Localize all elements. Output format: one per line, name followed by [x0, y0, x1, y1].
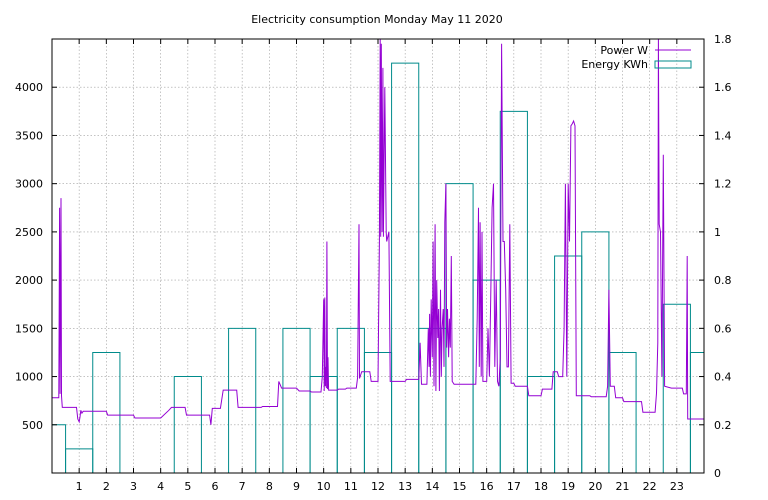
y2-tick-label: 0.6 [714, 322, 732, 335]
y2-tick-label: 1.4 [714, 129, 732, 142]
y2-tick-label: 0 [714, 467, 721, 480]
y-axis-left: 500 1000 1500 2000 2500 3000 3500 4000 [15, 81, 57, 432]
energy-bar [51, 424, 67, 473]
x-tick-label: 14 [425, 480, 439, 493]
x-tick-label: 8 [266, 480, 273, 493]
legend-label-energy: Energy KWh [581, 58, 648, 71]
x-tick-label: 18 [534, 480, 548, 493]
y-tick-label: 1000 [15, 371, 43, 384]
energy-bar [689, 351, 705, 473]
y-tick-label: 3500 [15, 129, 43, 142]
energy-bar [581, 231, 610, 473]
y2-tick-label: 1.6 [714, 81, 732, 94]
x-tick-label: 3 [130, 480, 137, 493]
power-series-line [52, 38, 704, 425]
x-tick-label: 4 [157, 480, 164, 493]
x-tick-label: 23 [670, 480, 684, 493]
x-tick-label: 16 [480, 480, 494, 493]
legend-swatch-energy [654, 60, 692, 69]
y-tick-label: 2000 [15, 274, 43, 287]
y2-tick-label: 1.8 [714, 33, 732, 46]
y2-tick-label: 1.2 [714, 178, 732, 191]
x-tick-label: 13 [398, 480, 412, 493]
y2-tick-label: 0.8 [714, 274, 732, 287]
x-tick-label: 9 [293, 480, 300, 493]
x-tick-label: 6 [212, 480, 219, 493]
energy-series [51, 62, 705, 473]
y-tick-label: 3000 [15, 178, 43, 191]
y-tick-label: 2500 [15, 226, 43, 239]
x-tick-label: 1 [76, 480, 83, 493]
grid [52, 39, 704, 473]
energy-bar [228, 327, 257, 473]
y-tick-label: 4000 [15, 81, 43, 94]
x-tick-label: 12 [371, 480, 385, 493]
chart-title: Electricity consumption Monday May 11 20… [251, 13, 503, 26]
x-tick-label: 19 [561, 480, 575, 493]
legend-label-power: Power W [600, 44, 648, 57]
y-tick-label: 1500 [15, 322, 43, 335]
x-tick-label: 11 [344, 480, 358, 493]
y-axis-right: 0 0.2 0.4 0.6 0.8 1 1.2 1.4 1.6 1.8 [699, 33, 732, 480]
x-tick-label: 17 [507, 480, 521, 493]
y2-tick-label: 0.2 [714, 419, 732, 432]
x-axis: 1 2 3 4 5 6 7 8 9 10 11 12 13 14 15 16 17 18 19 20 21 22 23 [76, 39, 684, 493]
x-tick-label: 20 [588, 480, 602, 493]
y2-tick-label: 0.4 [714, 371, 732, 384]
x-tick-label: 7 [239, 480, 246, 493]
energy-bar [92, 351, 121, 473]
x-tick-label: 15 [453, 480, 467, 493]
energy-bar [391, 62, 420, 473]
x-tick-label: 21 [616, 480, 630, 493]
y-tick-label: 500 [22, 419, 43, 432]
energy-bar [173, 376, 202, 473]
x-tick-label: 5 [184, 480, 191, 493]
legend: Power W Energy KWh [581, 44, 692, 71]
x-tick-label: 22 [643, 480, 657, 493]
x-tick-label: 2 [103, 480, 110, 493]
energy-bar [608, 351, 637, 473]
x-tick-label: 10 [317, 480, 331, 493]
y2-tick-label: 1 [714, 226, 721, 239]
